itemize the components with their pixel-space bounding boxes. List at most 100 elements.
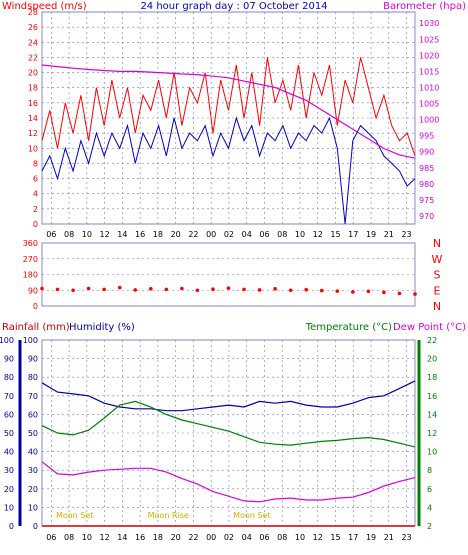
direction-point xyxy=(382,290,386,295)
rainfall-tick-label: 0 xyxy=(9,522,14,531)
humidity-tick-label: 50 xyxy=(28,429,38,438)
humidity-x-tick-label: 19 xyxy=(366,533,376,542)
direction-compass-label: S xyxy=(434,269,441,282)
direction-tick-label: 90 xyxy=(28,286,38,295)
direction-point xyxy=(117,285,122,290)
page-title: 24 hour graph day : 07 October 2014 xyxy=(140,1,327,12)
rainfall-tick-label: 90 xyxy=(4,355,14,364)
wind-x-tick-label: 10 xyxy=(295,230,305,239)
direction-point xyxy=(195,288,200,293)
humidity-series xyxy=(41,380,416,412)
wind-x-tick-label: 15 xyxy=(330,230,340,239)
humidity-tick-label: 60 xyxy=(28,410,38,419)
humidity-tick-label: 10 xyxy=(28,503,38,512)
rainfall-tick-label: 100 xyxy=(0,336,14,345)
wind-x-tick-label: 12 xyxy=(313,230,323,239)
humidity-x-tick-label: 15 xyxy=(330,533,340,542)
direction-point xyxy=(351,290,355,294)
humidity-x-tick-label: 04 xyxy=(242,533,252,542)
barometer-tick-label: 970 xyxy=(419,212,434,221)
wind-x-tick-label: 21 xyxy=(384,230,394,239)
wind-x-tick-label: 23 xyxy=(401,230,411,239)
wind-gust-series xyxy=(41,57,416,157)
barometer-ylabel: Barometer (hpa) xyxy=(383,1,466,12)
direction-tick-label: 270 xyxy=(23,255,38,264)
temperature-tick-label: 12 xyxy=(427,429,437,438)
humidity-x-tick-label: 12 xyxy=(313,533,323,542)
wind-tick-label: 6 xyxy=(33,175,38,184)
humidity-tick-label: 80 xyxy=(28,373,38,382)
humidity-tick-label: 40 xyxy=(28,448,38,457)
direction-point xyxy=(133,288,138,292)
direction-point xyxy=(102,287,106,292)
humidity-tick-label: 20 xyxy=(28,485,38,494)
moon-annotation: Moon Rise xyxy=(148,511,189,520)
direction-point xyxy=(71,288,75,293)
direction-point xyxy=(273,287,277,291)
humidity-x-tick-label: 06 xyxy=(46,533,56,542)
temperature-tick-label: 18 xyxy=(427,373,437,382)
rainfall-tick-label: 70 xyxy=(4,392,14,401)
humidity-tick-label: 0 xyxy=(33,522,38,531)
temperature-tick-label: 14 xyxy=(427,410,437,419)
direction-compass-label: N xyxy=(433,237,441,250)
wind-x-tick-label: 14 xyxy=(117,230,127,239)
wind-tick-label: 4 xyxy=(33,190,38,199)
direction-point xyxy=(40,286,44,291)
wind-tick-label: 2 xyxy=(33,205,38,214)
wind-x-tick-label: 19 xyxy=(366,230,376,239)
direction-point xyxy=(335,289,340,293)
wind-x-tick-label: 06 xyxy=(46,230,56,239)
direction-point xyxy=(86,286,91,291)
direction-point xyxy=(257,288,262,292)
direction-point xyxy=(319,288,324,293)
temperature-tick-label: 4 xyxy=(427,503,432,512)
barometer-tick-label: 1020 xyxy=(419,51,439,60)
wind-x-tick-label: 10 xyxy=(82,230,92,239)
wind-tick-label: 8 xyxy=(33,159,38,168)
wind-x-tick-label: 17 xyxy=(348,230,358,239)
wind-x-tick-label: 20 xyxy=(171,230,181,239)
wind-tick-label: 0 xyxy=(33,220,38,229)
rainfall-tick-label: 50 xyxy=(4,429,14,438)
humidity-x-tick-label: 10 xyxy=(295,533,305,542)
wind-tick-label: 12 xyxy=(28,129,38,138)
direction-tick-label: 0 xyxy=(33,302,38,311)
wind-tick-label: 26 xyxy=(28,23,38,32)
wind-x-tick-label: 08 xyxy=(64,230,74,239)
barometer-tick-label: 1030 xyxy=(419,19,439,28)
wind-x-tick-label: 18 xyxy=(153,230,163,239)
barometer-tick-label: 1010 xyxy=(419,83,439,92)
barometer-tick-label: 985 xyxy=(419,164,434,173)
temperature-tick-label: 8 xyxy=(427,466,432,475)
rainfall-ylabel: Rainfall (mm) xyxy=(2,322,70,333)
humidity-x-tick-label: 00 xyxy=(206,533,216,542)
humidity-x-tick-label: 06 xyxy=(259,533,269,542)
temperature-tick-label: 6 xyxy=(427,485,432,494)
humidity-x-tick-label: 18 xyxy=(153,533,163,542)
humidity-x-tick-label: 08 xyxy=(277,533,287,542)
wind-x-tick-label: 12 xyxy=(100,230,110,239)
wind-tick-label: 22 xyxy=(28,53,38,62)
humidity-x-tick-label: 14 xyxy=(117,533,127,542)
rainfall-tick-label: 80 xyxy=(4,373,14,382)
temperature-tick-label: 22 xyxy=(427,336,437,345)
direction-compass-label: W xyxy=(432,253,443,266)
direction-point xyxy=(148,287,153,291)
wind-x-tick-label: 00 xyxy=(206,230,216,239)
temperature-tick-label: 16 xyxy=(427,392,437,401)
direction-point xyxy=(226,286,231,290)
dewpoint-series xyxy=(41,461,416,503)
humidity-x-tick-label: 08 xyxy=(64,533,74,542)
direction-compass-label: E xyxy=(434,284,441,297)
temperature-tick-label: 10 xyxy=(427,448,437,457)
direction-point xyxy=(242,287,246,292)
direction-point xyxy=(55,287,60,292)
humidity-x-tick-label: 23 xyxy=(401,533,411,542)
barometer-tick-label: 990 xyxy=(419,148,434,157)
humidity-ylabel: Humidity (%) xyxy=(69,322,135,333)
wind-tick-label: 14 xyxy=(28,114,38,123)
barometer-tick-label: 995 xyxy=(419,132,434,141)
